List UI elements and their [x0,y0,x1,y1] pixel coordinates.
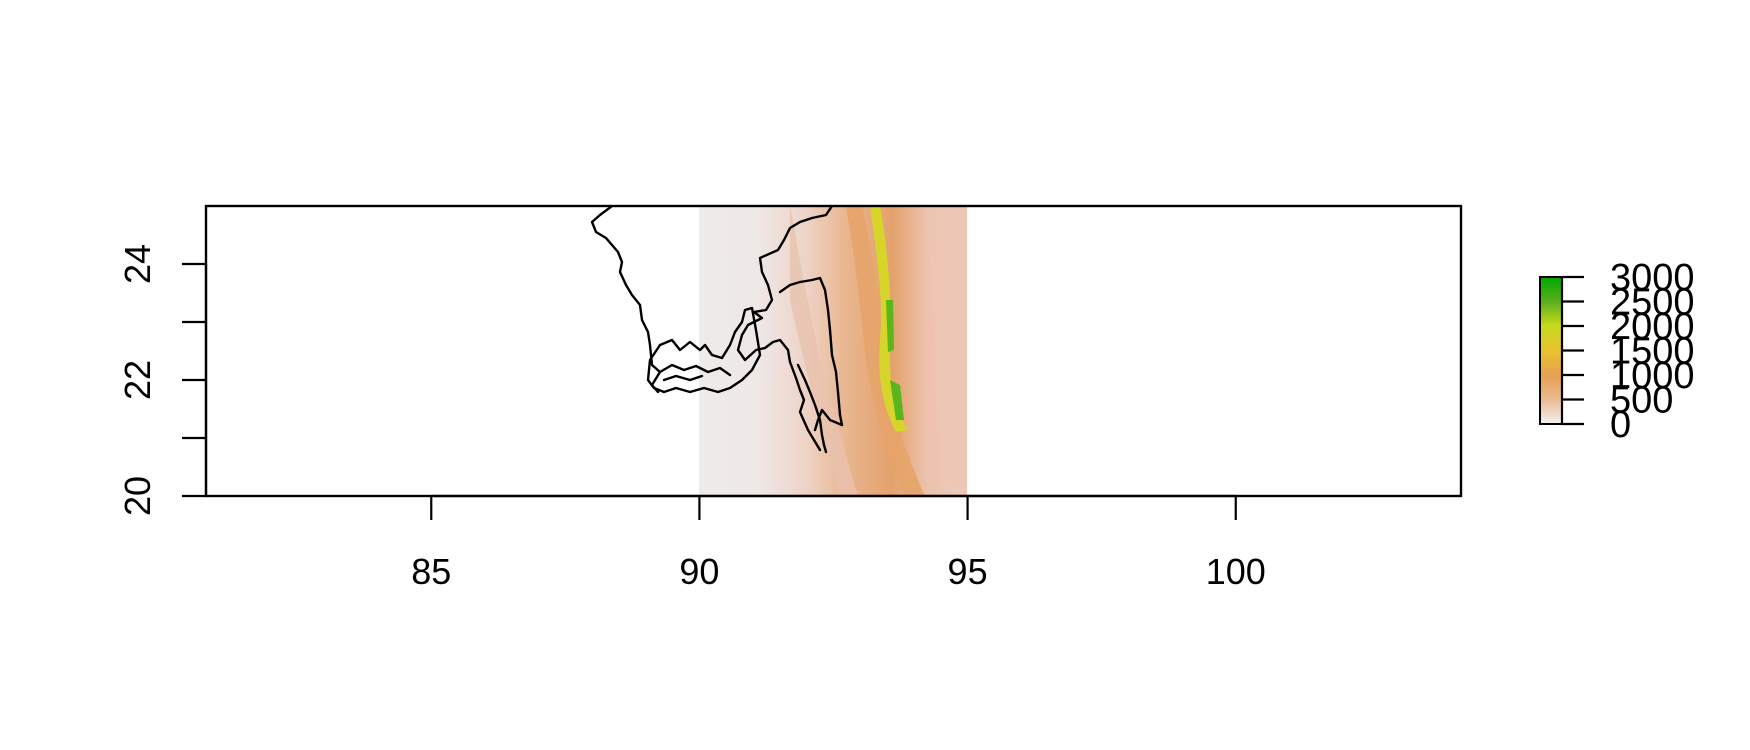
x-tick-label: 95 [948,551,988,592]
x-tick-label: 100 [1206,551,1266,592]
x-tick-label: 85 [411,551,451,592]
raster-peaks [886,300,904,420]
y-tick-label: 20 [117,476,158,516]
chittagong-coast [796,363,828,454]
legend-colorbar [1539,276,1563,425]
y-tick-label: 22 [117,360,158,400]
legend-tick-label: 2500 [1610,282,1695,324]
raster-east-slope [925,206,967,496]
west-bengal-border [590,206,662,394]
raster-foothills [790,206,858,496]
legend-tick-label: 0 [1610,404,1631,446]
legend-tick-label: 1000 [1610,355,1695,397]
raster-ridge-band [846,206,925,496]
tripura-border [778,276,844,432]
legend-tick-label: 2000 [1610,306,1695,348]
legend-tick-label: 3000 [1610,257,1695,299]
x-axis: 85 90 95 100 [411,494,1266,592]
y-axis: 20 22 24 [117,244,208,516]
legend-tick-label: 1500 [1610,331,1695,373]
sundarbans-delta [646,306,762,394]
x-tick-label: 90 [679,551,719,592]
legend-tick-label: 500 [1610,380,1673,422]
bangladesh-east-border [736,206,834,452]
y-tick-label: 24 [117,244,158,284]
coastline-borders [590,206,844,454]
elevation-raster [699,206,967,496]
